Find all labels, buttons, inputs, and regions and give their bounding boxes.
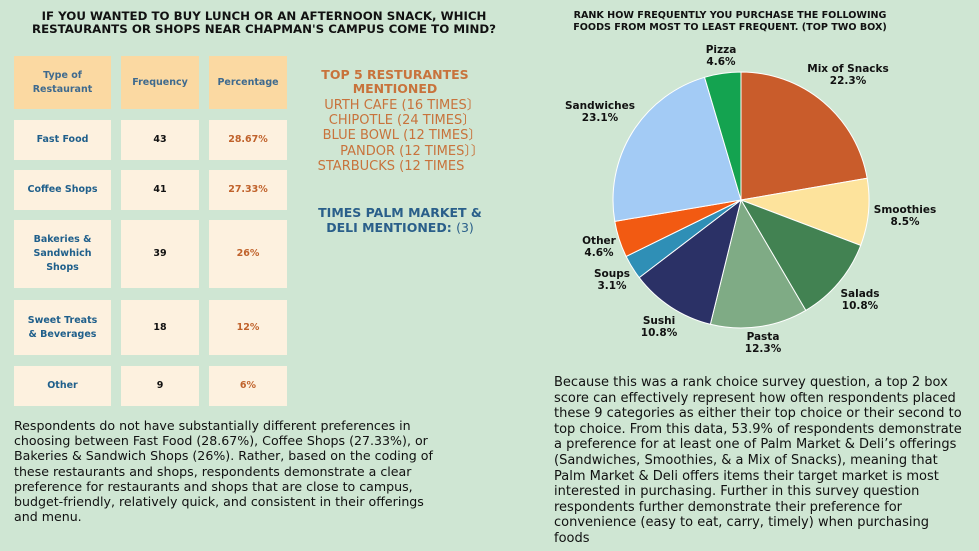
pie-label-name: Other <box>582 235 616 247</box>
pie-label-sushi: Sushi 10.8% <box>641 315 677 339</box>
left-summary-paragraph: Respondents do not have substantially di… <box>14 418 433 525</box>
top5-item: BLUE BOWL (12 TIMES〕 <box>322 128 482 144</box>
table-cell-percentage: 28.67% <box>209 120 287 160</box>
top5-item: PANDOR (12 TIMES〕〕 <box>340 143 484 159</box>
table-cell-percentage: 26% <box>209 220 287 288</box>
pie-label-other: Other 4.6% <box>582 235 616 259</box>
table-header-frequency: Frequency <box>121 56 199 109</box>
table-cell-type: Other <box>14 366 111 406</box>
table-cell-frequency: 43 <box>121 120 199 160</box>
table-cell-type: Sweet Treats & Beverages <box>14 300 111 355</box>
palm-market-label: TIMES PALM MARKET & DELI MENTIONED: <box>318 205 482 235</box>
pie-label-name: Sandwiches <box>564 100 636 112</box>
pie-label-value: 23.1% <box>581 112 619 124</box>
left-title-line-2: RESTAURANTS OR SHOPS NEAR CHAPMAN'S CAMP… <box>31 22 496 36</box>
pie-label-mix-of-snacks: Mix of Snacks 22.3% <box>807 63 889 87</box>
pie-label-sandwiches: Sandwiches 23.1% <box>565 100 635 124</box>
pie-label-smoothies: Smoothies 8.5% <box>874 204 936 228</box>
pie-slice-pasta <box>709 198 807 329</box>
table-cell-type: Fast Food <box>14 120 111 160</box>
pie-label-salads: Salads 10.8% <box>840 288 879 312</box>
table-header-type: Type of Restaurant <box>14 56 111 109</box>
chart-title-line-1: RANK HOW FREQUENTLY YOU PURCHASE THE FOL… <box>573 10 887 21</box>
table-cell-type: Bakeries & Sandwhich Shops <box>14 220 111 288</box>
pie-slice-soups <box>625 199 742 279</box>
top5-item: CHIPOTLE (24 TIMES〕 <box>328 113 476 129</box>
table-cell-percentage: 6% <box>209 366 287 406</box>
pie-label-value: 12.3% <box>744 343 782 355</box>
pie-label-value: 8.5% <box>890 216 920 228</box>
pie-label-name: Smoothies <box>873 204 937 216</box>
pie-label-name: Pasta <box>746 331 780 343</box>
pie-label-name: Sushi <box>642 315 676 327</box>
table-cell-percentage: 27.33% <box>209 170 287 210</box>
top5-title: TOP 5 RESTURANTES MENTIONED <box>321 67 469 96</box>
table-cell-frequency: 39 <box>121 220 199 288</box>
pie-slice-other <box>614 199 742 258</box>
chart-title-line-2: FOODS FROM MOST TO LEAST FREQUENT. (TOP … <box>573 21 887 33</box>
table-cell-percentage: 12% <box>209 300 287 355</box>
palm-market-mentions: TIMES PALM MARKET & DELI MENTIONED: (3) <box>308 205 492 235</box>
pie-label-name: Pizza <box>705 44 737 56</box>
pie-label-name: Soups <box>593 268 631 280</box>
top5-item: STARBUCKS (12 TIMES <box>317 158 465 174</box>
chart-title: RANK HOW FREQUENTLY YOU PURCHASE THE FOL… <box>545 10 915 33</box>
left-title: IF YOU WANTED TO BUY LUNCH OR AN AFTERNO… <box>14 10 514 36</box>
pie-label-pizza: Pizza 4.6% <box>706 44 737 68</box>
pie-label-name: Salads <box>840 288 880 300</box>
table-cell-frequency: 18 <box>121 300 199 355</box>
pie-label-value: 4.6% <box>706 56 736 68</box>
pie-label-value: 4.6% <box>584 247 614 259</box>
pie-label-value: 10.8% <box>841 300 879 312</box>
pie-label-value: 10.8% <box>640 327 678 339</box>
pie-label-value: 3.1% <box>597 280 627 292</box>
table-header-percentage: Percentage <box>209 56 287 109</box>
table-cell-frequency: 41 <box>121 170 199 210</box>
pie-slice-pizza <box>703 71 742 201</box>
pie-slice-smoothies <box>739 177 870 247</box>
top5-item: URTH CAFE (16 TIMES〕 <box>324 98 480 113</box>
pie-label-pasta: Pasta 12.3% <box>745 331 781 355</box>
table-cell-type: Coffee Shops <box>14 170 111 210</box>
pie-label-soups: Soups 3.1% <box>594 268 630 292</box>
pie-slice-mix-of-snacks <box>740 71 868 201</box>
right-summary-paragraph: Because this was a rank choice survey qu… <box>554 375 962 546</box>
pie-slice-sushi <box>638 198 742 325</box>
pie-slice-salads <box>739 199 862 312</box>
top5-list: URTH CAFE (16 TIMES〕 CHIPOTLE (24 TIMES〕… <box>312 98 492 174</box>
palm-market-count: (3) <box>456 220 474 235</box>
pie-label-value: 22.3% <box>829 75 867 87</box>
pie-slice-sandwiches <box>612 76 742 222</box>
left-title-line-1: IF YOU WANTED TO BUY LUNCH OR AN AFTERNO… <box>41 9 487 23</box>
pie-label-name: Mix of Snacks <box>807 63 889 75</box>
table-cell-frequency: 9 <box>121 366 199 406</box>
